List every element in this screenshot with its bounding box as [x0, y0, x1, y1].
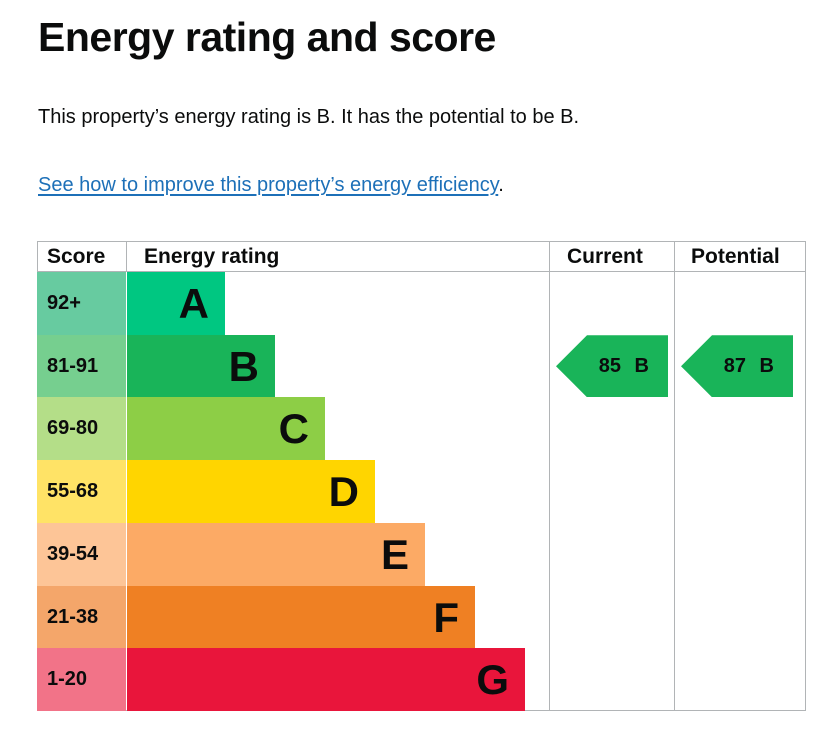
rating-band-b: B [127, 334, 275, 398]
page-title: Energy rating and score [38, 14, 496, 60]
energy-rating-header: Energy rating [144, 245, 280, 268]
rating-band-c: C [127, 397, 325, 461]
potential-column-divider [674, 241, 675, 711]
rating-band-f: F [127, 585, 475, 649]
score-range-a: 92+ [37, 272, 126, 335]
improve-link-line: See how to improve this property’s energ… [38, 174, 504, 197]
score-range-d: 55-68 [37, 460, 126, 524]
score-range-f: 21-38 [37, 585, 126, 649]
score-range-b: 81-91 [37, 334, 126, 398]
improve-efficiency-link[interactable]: See how to improve this property’s energ… [38, 174, 499, 196]
score-range-c: 69-80 [37, 397, 126, 461]
rating-band-a: A [127, 272, 225, 335]
rating-band-d: D [127, 460, 375, 524]
energy-rating-chart: Score Energy rating Current Potential 92… [37, 241, 806, 712]
current-column-divider [549, 241, 550, 711]
current-header: Current [567, 245, 643, 268]
score-range-e: 39-54 [37, 522, 126, 586]
potential-header: Potential [691, 245, 780, 268]
rating-summary: This property’s energy rating is B. It h… [38, 106, 580, 128]
header-divider [37, 271, 806, 272]
rating-band-g: G [127, 648, 525, 712]
score-column-divider [126, 241, 127, 271]
rating-band-e: E [127, 522, 425, 586]
score-header: Score [47, 245, 106, 268]
link-suffix: . [498, 174, 504, 196]
score-range-g: 1-20 [37, 648, 126, 712]
